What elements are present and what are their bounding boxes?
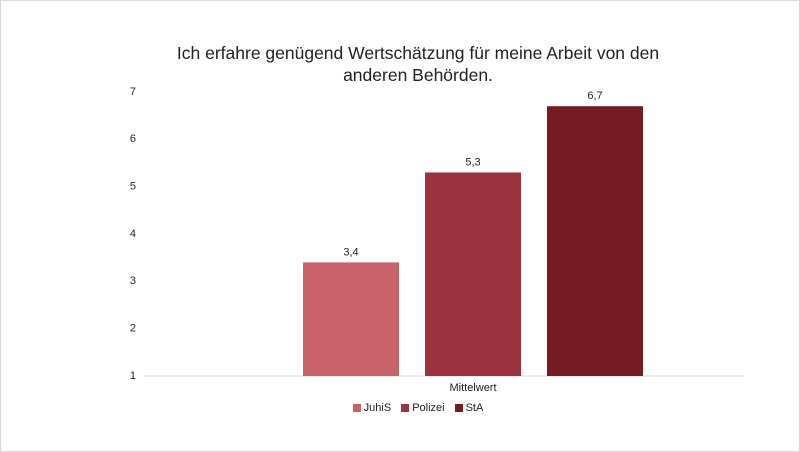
y-tick-label: 3 (130, 275, 136, 287)
legend-item: Polizei (401, 402, 445, 414)
bar (425, 172, 521, 376)
y-tick-label: 7 (130, 86, 136, 98)
legend-swatch (401, 404, 410, 412)
value-label: 6,7 (587, 90, 602, 102)
legend-label: Polizei (412, 402, 445, 414)
x-tick-label: Mittelwert (449, 382, 496, 394)
legend-item: JuhiS (352, 402, 392, 414)
y-tick-label: 5 (130, 181, 136, 193)
value-label: 5,3 (465, 156, 480, 168)
legend: JuhiS Polizei StA (0, 402, 800, 414)
y-tick-label: 2 (130, 323, 136, 335)
bar (303, 262, 399, 376)
legend-swatch (352, 404, 361, 412)
y-tick-label: 4 (130, 228, 136, 240)
legend-label: StA (465, 402, 484, 414)
value-label: 3,4 (343, 246, 358, 258)
y-tick-label: 6 (130, 133, 136, 145)
bar (547, 106, 643, 376)
y-tick-label: 1 (130, 370, 136, 382)
legend-label: JuhiS (363, 402, 392, 414)
chart-title: Ich erfahre genügend Wertschätzung für m… (176, 43, 660, 85)
legend-swatch (454, 404, 463, 412)
legend-item: StA (454, 402, 484, 414)
